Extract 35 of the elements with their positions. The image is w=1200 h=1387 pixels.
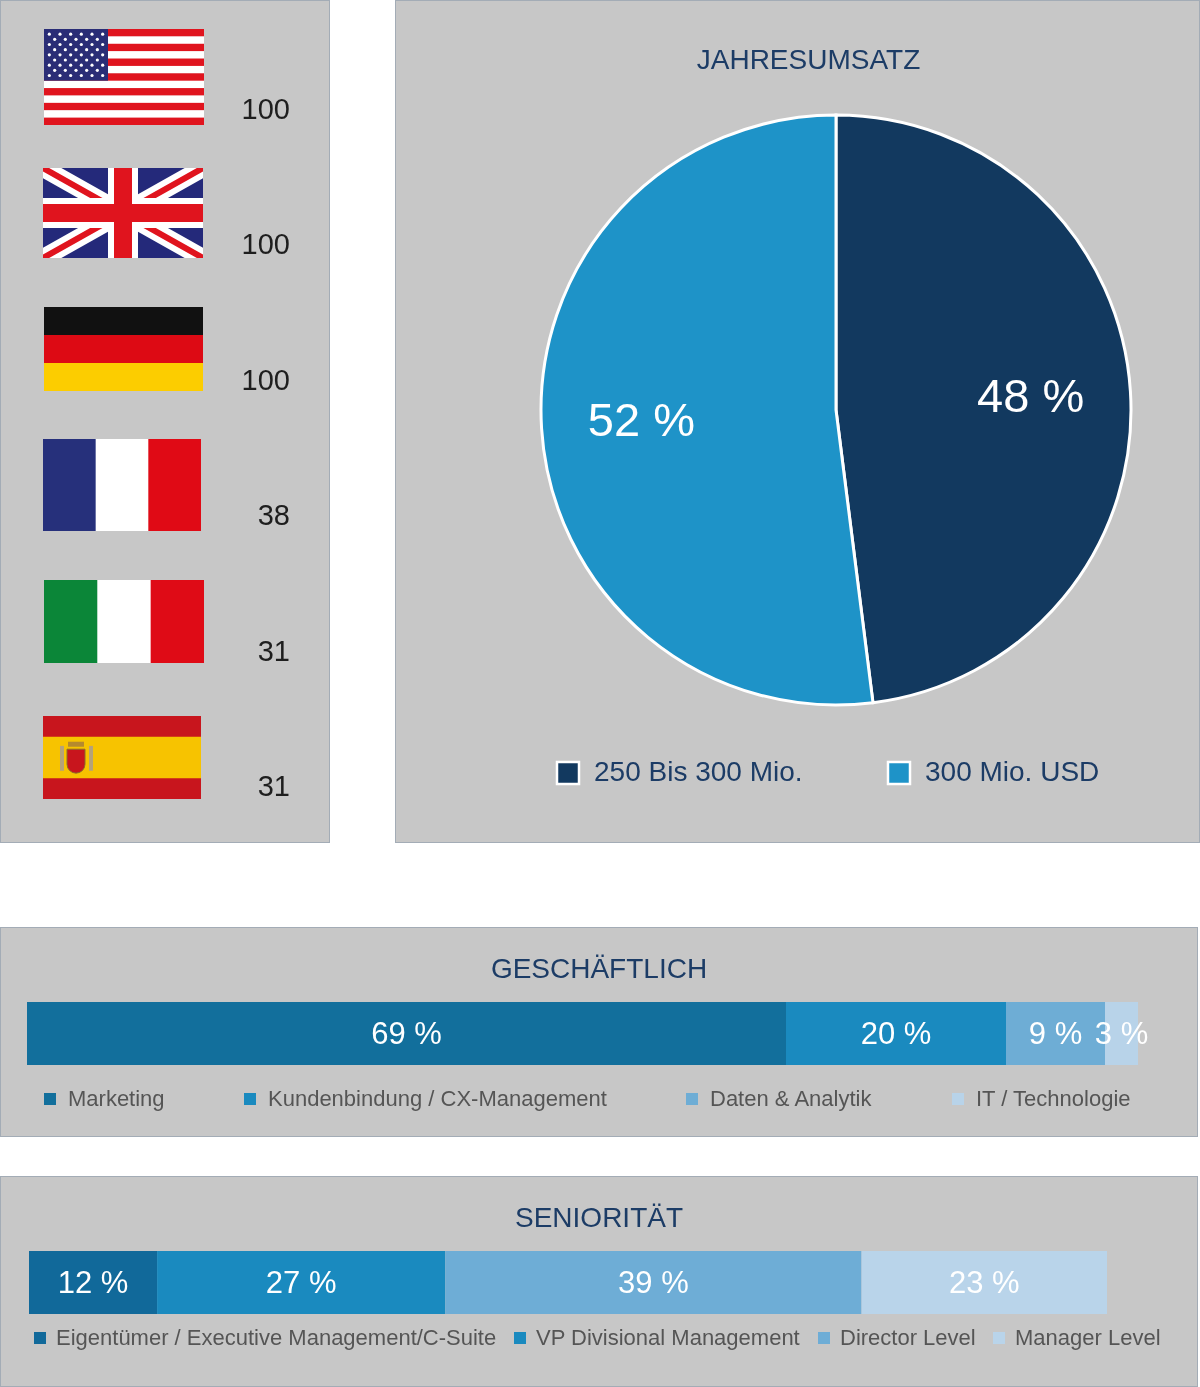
legend-label: VP Divisional Management <box>536 1325 800 1350</box>
data-label: 39 % <box>618 1264 689 1300</box>
data-label: 100 <box>241 93 290 125</box>
data-label: 31 <box>257 770 290 802</box>
legend-label: 250 Bis 300 Mio. <box>594 756 803 787</box>
data-label: 31 <box>257 634 290 667</box>
legend-label: IT / Technologie <box>976 1086 1131 1111</box>
data-label: 100 <box>241 363 290 396</box>
data-label: 20 % <box>860 1015 932 1051</box>
data-label: 48 % <box>977 368 1085 422</box>
bar <box>27 1002 786 1065</box>
legend-label: Daten & Analytik <box>710 1086 873 1111</box>
legend-label: Manager Level <box>1015 1325 1161 1350</box>
legend-label: Kundenbindung / CX-Management <box>268 1086 607 1111</box>
chart-title: SENIORITÄT <box>514 1202 684 1233</box>
data-label: 69 % <box>371 1015 442 1051</box>
data-label: 3 % <box>1094 1015 1149 1051</box>
chart-title: GESCHÄFTLICH <box>490 953 708 984</box>
legend-label: Marketing <box>68 1086 165 1111</box>
legend-label: Director Level <box>840 1325 976 1350</box>
data-label: 52 % <box>587 393 695 447</box>
data-label: 100 <box>241 228 290 261</box>
bar <box>445 1251 862 1314</box>
data-label: 12 % <box>57 1264 129 1300</box>
bar <box>786 1002 1006 1065</box>
data-label: 23 % <box>948 1264 1020 1300</box>
data-label: 27 % <box>265 1264 337 1300</box>
legend-label: Eigentümer / Executive Management/C-Suite <box>56 1325 497 1350</box>
chart-title: JAHRESUMSATZ <box>696 44 921 75</box>
legend-label: 300 Mio. USD <box>925 756 1100 787</box>
data-label: 38 <box>257 499 290 532</box>
data-label: 9 % <box>1028 1015 1083 1051</box>
bar <box>29 1251 158 1314</box>
bar <box>861 1251 1107 1314</box>
bar <box>157 1251 446 1314</box>
